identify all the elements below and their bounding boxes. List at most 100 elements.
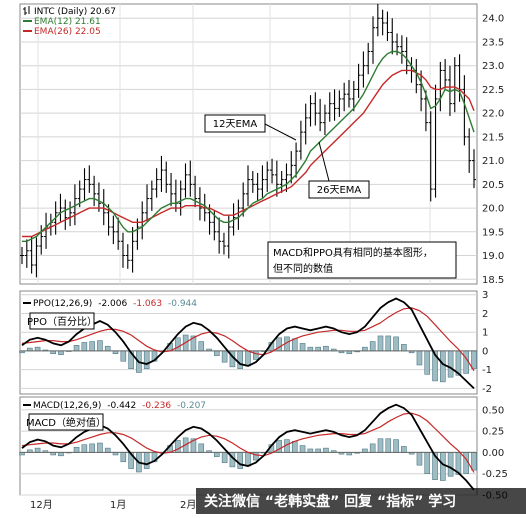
1-y-tick: 1 [482,328,488,339]
price-panel: 18.5 19.0 19.5 20.0 20.5 21.0 21.5 22.0 22.5 23.0… [19,3,504,286]
ohlc-bar [361,51,366,88]
2-y-tick: 0.50 [482,405,504,416]
histogram-bar [315,346,321,352]
histogram-bar [369,443,376,453]
macd-legend-value: -0.442 [107,401,136,411]
1-y-tick: 3 [482,290,488,301]
ohlc-bar [106,204,111,236]
macd-signal-line [21,412,475,473]
macd-legend: MACD(12,26,9) -0.442 -0.236 -0.207 [33,401,206,411]
0-y-tick: 22.0 [482,109,504,120]
ppo-legend-hist: -0.944 [168,299,197,309]
0-y-tick: 22.5 [482,85,504,96]
ohlc-bar [308,95,313,127]
ohlc-bar [135,218,140,250]
annotation-26ema-pointer [318,141,330,182]
ohlc-bar [130,227,135,273]
ema26-legend-label: EMA(26) 22.05 [34,27,101,37]
ohlc-bar [419,70,424,112]
annotation-12ema: 12天EMA [204,114,297,141]
ohlc-bar [298,120,303,160]
histogram-bar [362,448,368,453]
1-y-tick: -2 [482,384,492,395]
ohlc-bar [294,142,299,178]
histogram-bar [252,452,259,461]
ohlc-bar [443,59,448,89]
ohlc-bar [472,149,476,189]
ohlc-bar [120,232,125,268]
macd-legend: MACD(12,26,9) -0.442 -0.236 -0.207 [23,401,206,411]
ppo-legend-name: PPO(12,26,9) [33,299,92,309]
ohlc-bar [452,57,457,113]
2-y-tick: 0.25 [482,427,504,438]
histogram-bar [81,342,88,352]
ohlc-bar [246,165,250,207]
histogram-bar [401,344,407,352]
price-title: INTC (Daily) 20.67 [34,7,116,17]
macd-y-axis: -0.50-0.250.000.250.50 [482,405,508,501]
0-y-tick: 18.5 [482,275,504,286]
macd-box-label: MACD（绝对值） [26,416,106,429]
histogram-bar [252,350,259,360]
ohlc-bar [183,163,188,198]
histogram-bar [120,452,127,463]
ohlc-bar [145,184,150,222]
histogram-bar [393,439,399,453]
ohlc-bar [385,11,390,42]
0-y-tick: 23.5 [482,37,504,48]
1-y-tick: -1 [482,365,492,376]
0-y-tick: 23.0 [482,61,504,72]
ohlc-bar [303,103,308,145]
histogram-bar [471,452,477,471]
ohlc-bar [39,225,44,255]
ohlc-bar [371,16,376,64]
ohlc-bar [356,63,361,98]
histogram-bar [237,452,244,469]
histogram-bar [175,337,181,352]
ohlc-bar [342,82,347,112]
0-y-tick: 21.5 [482,132,504,143]
ohlc-bar [207,204,212,235]
ohlc-bar [169,172,174,207]
histogram-bar [104,447,111,453]
price-gridlines [20,4,477,284]
histogram-bar [245,452,251,467]
histogram-bar [362,346,368,352]
histogram-bar [120,350,127,362]
watermark-banner: 关注微信 “老韩实盘” 回复 “指标” 学习 [196,488,526,514]
ohlc-bar [29,236,34,274]
ohlc-bar [159,155,164,192]
x-axis: 12月 1月 2月 [30,499,196,511]
histogram-bar [198,443,205,453]
histogram-bar [291,338,298,352]
ohlc-bar [428,111,433,202]
ppo-line [21,297,475,390]
0-y-tick: 24.0 [482,14,504,25]
annotation-note-line2: 但不同的数值 [273,262,333,275]
ohlc-bar [279,171,284,193]
ohlc-bar [380,9,385,36]
ohlc-bar [375,4,380,37]
ppo-signal-line [21,307,475,372]
ohlc-bar [447,65,452,116]
histogram-bar [369,341,376,352]
histogram-bar [214,452,220,457]
price-y-axis: 18.5 19.0 19.5 20.0 20.5 21.0 21.5 22.0 22.5 23.0… [482,14,504,286]
1-y-tick: 2 [482,309,488,320]
ohlc-bar [96,182,101,212]
histogram-bar [34,447,41,453]
histogram-bar [97,442,103,453]
histogram-bar [97,340,103,352]
ohlc-bar [111,215,116,245]
ohlc-bar [20,246,24,265]
histogram-bar [416,350,423,366]
histogram-bar [307,346,314,352]
histogram-bar [299,343,306,352]
ohlc-bar [346,79,351,108]
histogram-bar [307,448,314,453]
histogram-bar [89,341,95,352]
ppo-y-axis: -2 -1 0 1 2 3 [482,290,492,395]
annotation-26ema-text: 26天EMA [317,185,362,196]
